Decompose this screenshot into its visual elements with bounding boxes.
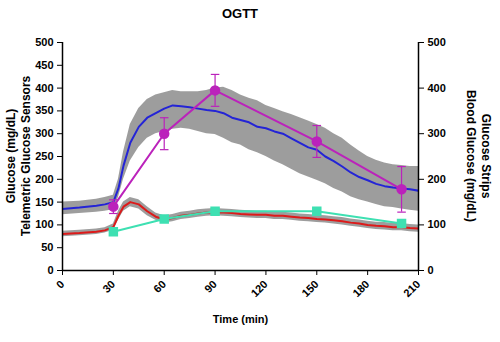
svg-text:400: 400 xyxy=(428,82,446,94)
svg-text:150: 150 xyxy=(299,278,320,299)
svg-text:60: 60 xyxy=(151,278,168,295)
svg-text:250: 250 xyxy=(35,150,53,162)
svg-text:400: 400 xyxy=(35,82,53,94)
svg-text:300: 300 xyxy=(428,127,446,139)
svg-text:500: 500 xyxy=(428,36,446,48)
svg-text:180: 180 xyxy=(350,278,371,299)
svg-text:Glucose (mg/dL): Glucose (mg/dL) xyxy=(4,109,18,204)
svg-text:0: 0 xyxy=(428,264,434,276)
svg-text:210: 210 xyxy=(401,278,422,299)
svg-text:0: 0 xyxy=(54,278,67,291)
svg-text:200: 200 xyxy=(428,173,446,185)
svg-text:Telemetric Glucose Sensors: Telemetric Glucose Sensors xyxy=(19,75,33,236)
svg-text:150: 150 xyxy=(35,196,53,208)
svg-text:Glucose Strips: Glucose Strips xyxy=(479,114,493,199)
svg-text:50: 50 xyxy=(41,241,53,253)
html-text:OGTT: OGTT xyxy=(221,6,258,21)
svg-text:200: 200 xyxy=(35,173,53,185)
svg-text:120: 120 xyxy=(248,278,269,299)
svg-text:Time (min): Time (min) xyxy=(213,313,269,325)
svg-text:350: 350 xyxy=(35,104,53,116)
svg-text:300: 300 xyxy=(35,127,53,139)
svg-text:30: 30 xyxy=(100,278,117,295)
svg-text:100: 100 xyxy=(428,218,446,230)
svg-text:90: 90 xyxy=(202,278,219,295)
svg-text:Blood Glucose (mg/dL): Blood Glucose (mg/dL) xyxy=(464,90,478,222)
svg-text:100: 100 xyxy=(35,218,53,230)
svg-text:500: 500 xyxy=(35,36,53,48)
svg-text:450: 450 xyxy=(35,59,53,71)
svg-text:0: 0 xyxy=(47,264,53,276)
